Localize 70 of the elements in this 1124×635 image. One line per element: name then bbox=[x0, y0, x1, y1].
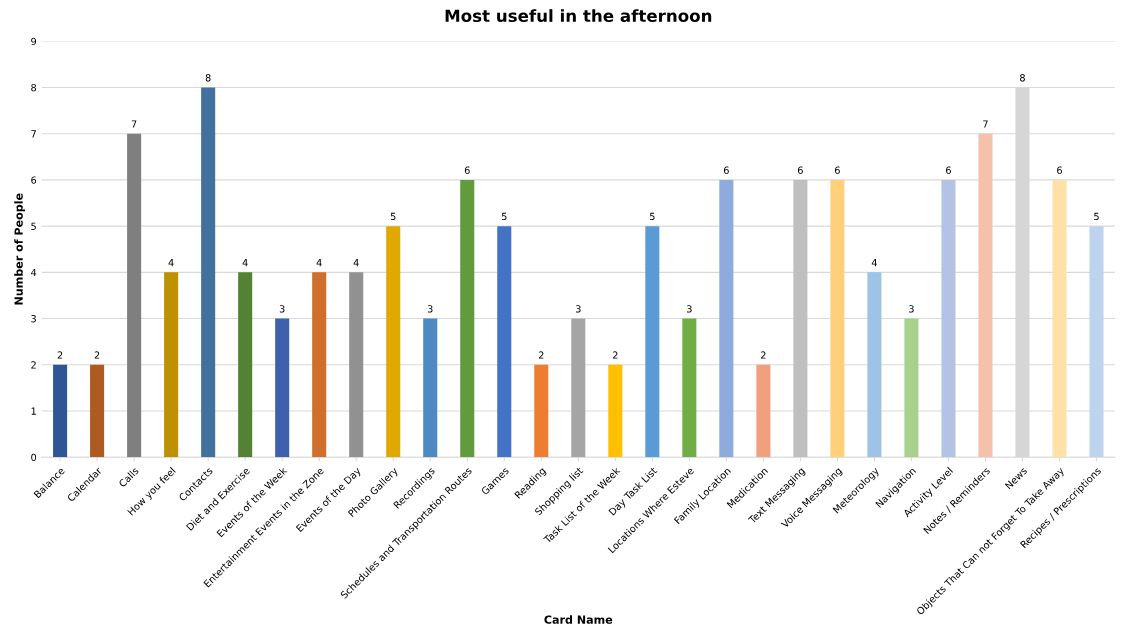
data-label: 6 bbox=[464, 166, 470, 174]
bar bbox=[1052, 179, 1067, 458]
bar bbox=[756, 364, 771, 458]
bar bbox=[53, 364, 68, 458]
y-tick-label: 6 bbox=[31, 176, 37, 184]
data-label: 4 bbox=[353, 259, 359, 267]
bar bbox=[1089, 226, 1104, 458]
data-label: 8 bbox=[1020, 74, 1025, 82]
data-label: 3 bbox=[575, 305, 581, 313]
bar bbox=[645, 226, 660, 458]
y-tick-label: 1 bbox=[31, 407, 36, 415]
bar bbox=[201, 87, 216, 458]
x-axis-title: Card Name bbox=[544, 615, 613, 624]
data-label: 6 bbox=[1057, 166, 1062, 174]
data-label: 2 bbox=[94, 351, 100, 359]
bar bbox=[571, 318, 586, 458]
data-label: 3 bbox=[909, 305, 914, 313]
data-label: 7 bbox=[983, 120, 988, 128]
bar bbox=[386, 226, 401, 458]
y-tick-label: 5 bbox=[31, 222, 36, 230]
data-label: 6 bbox=[723, 166, 729, 174]
y-tick-label: 0 bbox=[31, 453, 37, 462]
bar bbox=[682, 318, 697, 458]
y-tick-label: 3 bbox=[31, 315, 36, 323]
data-label: 7 bbox=[131, 120, 137, 128]
bar bbox=[127, 133, 142, 458]
data-label: 3 bbox=[279, 305, 285, 313]
bar bbox=[164, 272, 179, 458]
bar bbox=[534, 364, 549, 458]
bar bbox=[423, 318, 438, 458]
data-label: 6 bbox=[797, 166, 803, 174]
bar bbox=[904, 318, 919, 458]
y-tick-label: 2 bbox=[31, 361, 36, 369]
bar bbox=[608, 364, 623, 458]
data-label: 2 bbox=[612, 351, 618, 359]
data-label: 5 bbox=[390, 212, 396, 221]
bar bbox=[830, 179, 845, 458]
data-label: 4 bbox=[871, 259, 877, 267]
bar bbox=[941, 179, 956, 458]
data-label: 4 bbox=[242, 259, 248, 267]
data-label: 3 bbox=[686, 305, 692, 313]
bar bbox=[460, 179, 475, 458]
data-label: 4 bbox=[316, 259, 322, 267]
chart-title: Most useful in the afternoon bbox=[445, 9, 712, 23]
data-label: 2 bbox=[538, 351, 544, 359]
y-tick-label: 7 bbox=[31, 130, 36, 138]
bar bbox=[719, 179, 734, 458]
y-tick-label: 4 bbox=[31, 268, 37, 277]
data-label: 4 bbox=[168, 259, 174, 267]
data-label: 5 bbox=[1094, 212, 1099, 221]
bar bbox=[90, 364, 105, 458]
data-label: 6 bbox=[834, 166, 840, 174]
bar bbox=[497, 226, 512, 458]
bar bbox=[793, 179, 808, 458]
bar bbox=[978, 133, 993, 458]
y-tick-label: 8 bbox=[31, 83, 37, 92]
bar bbox=[238, 272, 253, 458]
data-label: 5 bbox=[649, 212, 655, 221]
data-label: 2 bbox=[57, 351, 63, 359]
bar bbox=[349, 272, 364, 458]
data-label: 8 bbox=[205, 74, 211, 82]
bar bbox=[867, 272, 882, 458]
bar bbox=[312, 272, 327, 458]
bar bbox=[275, 318, 290, 458]
y-axis-title: Number of People bbox=[14, 193, 25, 305]
data-label: 3 bbox=[427, 305, 433, 313]
data-label: 6 bbox=[946, 166, 951, 174]
y-tick-label: 9 bbox=[31, 37, 37, 46]
data-label: 2 bbox=[760, 351, 766, 359]
data-label: 5 bbox=[501, 212, 507, 221]
